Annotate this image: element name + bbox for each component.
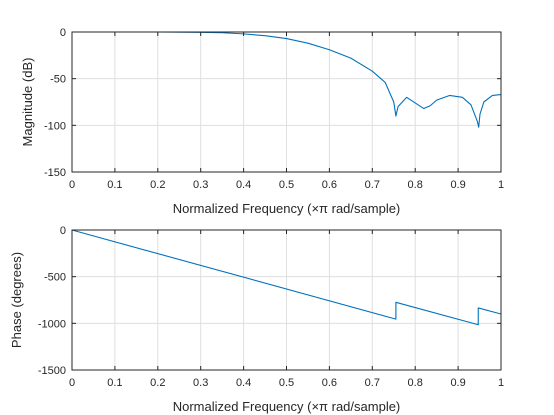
phase-x-tick-label: 0.1 (107, 377, 122, 389)
phase-y-tick-label: -1000 (38, 318, 66, 330)
magnitude-x-tick-label: 0.3 (193, 179, 208, 191)
magnitude-plot: 0 0.1 0.2 0.3 0.4 0.5 0.6 0.7 0.8 0.9 1 0 -50 -100 -15… (20, 27, 504, 216)
phase-y-tick-label: -500 (44, 272, 66, 284)
phase-x-axis-label: Normalized Frequency (×π rad/sample) (173, 399, 401, 414)
magnitude-x-tick-label: 0.6 (322, 179, 337, 191)
magnitude-y-tick-label: -150 (44, 167, 66, 179)
magnitude-x-axis-label: Normalized Frequency (×π rad/sample) (173, 201, 401, 216)
phase-y-tick-label: -1500 (38, 365, 66, 377)
phase-x-tick-label: 0.3 (193, 377, 208, 389)
magnitude-x-tick-label: 0.7 (365, 179, 380, 191)
magnitude-y-tick-label: -100 (44, 120, 66, 132)
magnitude-x-tick-label: 0 (69, 179, 75, 191)
phase-x-tick-label: 1 (498, 377, 504, 389)
phase-plot: 0 0.1 0.2 0.3 0.4 0.5 0.6 0.7 0.8 0.9 1 0 -500 -1000 -… (9, 225, 504, 414)
phase-x-tick-label: 0.7 (365, 377, 380, 389)
phase-x-tick-label: 0.5 (279, 377, 294, 389)
phase-series-line (71, 229, 502, 326)
magnitude-y-tick-label: -50 (50, 74, 66, 86)
magnitude-x-tick-label: 0.5 (279, 179, 294, 191)
magnitude-x-tick-label: 0.9 (450, 179, 465, 191)
magnitude-x-tick-label: 0.4 (236, 179, 251, 191)
phase-x-tick-label: 0.8 (408, 377, 423, 389)
magnitude-x-tick-label: 0.1 (107, 179, 122, 191)
magnitude-x-tick-label: 1 (498, 179, 504, 191)
magnitude-y-axis-label: Magnitude (dB) (20, 58, 35, 147)
phase-x-tick-label: 0 (69, 377, 75, 389)
magnitude-x-tick-label: 0.2 (150, 179, 165, 191)
phase-y-tick-label: 0 (60, 225, 66, 237)
magnitude-x-tick-label: 0.8 (408, 179, 423, 191)
magnitude-series-line (72, 31, 502, 128)
phase-x-tick-label: 0.9 (450, 377, 465, 389)
phase-x-tick-label: 0.6 (322, 377, 337, 389)
magnitude-y-tick-label: 0 (60, 27, 66, 39)
phase-x-tick-label: 0.2 (150, 377, 165, 389)
phase-y-axis-label: Phase (degrees) (9, 252, 24, 348)
phase-x-tick-label: 0.4 (236, 377, 251, 389)
